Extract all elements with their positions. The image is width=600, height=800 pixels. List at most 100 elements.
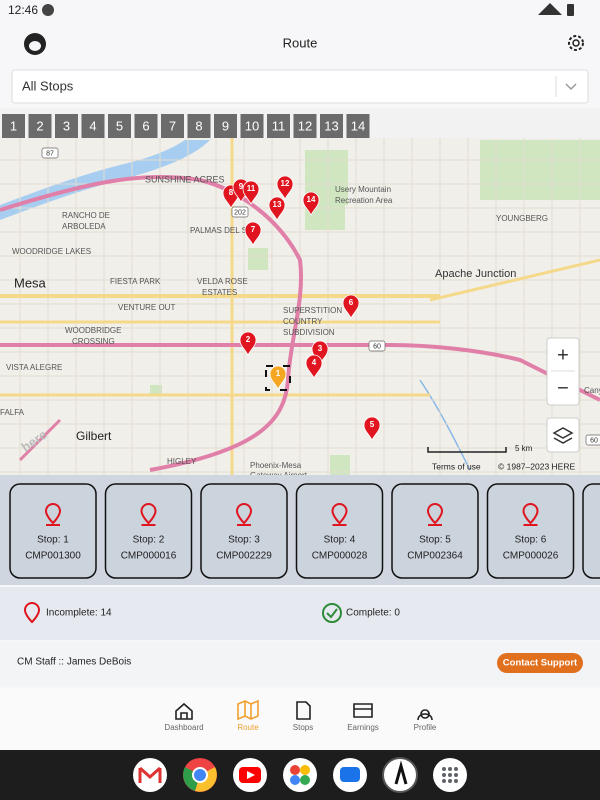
stop-card-label: Stop: 4 [324, 535, 356, 546]
stop-card-label: Stop: 6 [515, 535, 547, 546]
stop-tab[interactable] [293, 114, 317, 138]
map-pin[interactable] [242, 180, 260, 205]
battery-icon [567, 4, 574, 16]
stop-card-icon [522, 502, 539, 525]
park-area [248, 248, 268, 270]
map-pin-label: 7 [251, 225, 256, 234]
road-shield-label: 202 [234, 209, 246, 216]
selected-stop-frame [265, 365, 291, 391]
stop-tab[interactable] [320, 114, 343, 138]
map-pin-label: 5 [370, 420, 375, 429]
stop-tab[interactable] [267, 114, 290, 138]
stop-card[interactable] [9, 483, 97, 579]
map-label: WOODRIDGE LAKES [12, 247, 91, 256]
nav-label[interactable]: Dashboard [164, 723, 203, 732]
map-pin-label: 6 [349, 298, 354, 307]
layers-button[interactable] [546, 417, 580, 453]
incomplete-count: Incomplete: 14 [46, 608, 112, 619]
map-pin-label: 2 [246, 335, 251, 344]
stop-tab[interactable] [108, 114, 131, 138]
dock-apps [133, 757, 467, 793]
stop-tab[interactable] [240, 114, 264, 138]
map-pin[interactable] [244, 221, 262, 246]
nav-icon[interactable] [296, 701, 311, 720]
park-area [330, 455, 350, 475]
nav-icon[interactable] [175, 702, 193, 720]
stop-tab[interactable] [28, 114, 52, 138]
contact-support-button[interactable] [497, 653, 583, 673]
copyright: © 1987–2023 HERE [498, 461, 575, 471]
stop-card-icon [235, 502, 253, 525]
map-pin-label: 9 [239, 182, 244, 191]
map-label: HIGLEY [167, 457, 197, 466]
stop-card-label: Stop: 3 [228, 535, 260, 546]
stop-tab-label: 7 [169, 118, 176, 133]
map-label: SUPERSTITION [283, 306, 342, 315]
map-pin[interactable] [269, 365, 287, 390]
map-pin[interactable] [276, 175, 294, 200]
map-label: Canyo [584, 386, 600, 395]
header-title: Route [283, 35, 318, 50]
zoom-out[interactable]: − [557, 377, 569, 399]
road-shield [368, 340, 386, 352]
nav-icon[interactable] [237, 699, 259, 721]
scale-bar [427, 447, 507, 453]
stop-card[interactable] [295, 483, 384, 579]
map-pin[interactable] [363, 416, 381, 441]
status-icon [42, 4, 54, 16]
settings-button[interactable] [568, 35, 584, 51]
road-shield-label: 87 [46, 150, 54, 157]
map-label: YOUNGBERG [496, 214, 548, 223]
stop-tab[interactable] [187, 114, 211, 138]
stop-tab[interactable] [161, 114, 184, 138]
stop-tab-label: 14 [351, 118, 365, 133]
stop-tab-label: 10 [245, 118, 259, 133]
stop-tab[interactable] [134, 114, 158, 138]
incomplete-icon [23, 601, 41, 624]
map-label: Usery Mountain [335, 185, 391, 194]
map-label: CROSSING [72, 337, 115, 346]
park-area [150, 385, 162, 395]
road-shield-label: 60 [590, 437, 598, 444]
nav-label[interactable]: Stops [293, 723, 313, 732]
stop-card[interactable] [200, 483, 288, 579]
stop-tab-label: 3 [63, 118, 70, 133]
stop-tab-label: 9 [222, 118, 229, 133]
stop-tab[interactable] [2, 114, 25, 138]
stop-card[interactable] [104, 483, 193, 579]
stop-card-code: CMP001300 [25, 551, 81, 562]
road-shield [41, 147, 59, 159]
map-pin[interactable] [268, 196, 286, 221]
stop-filter-dropdown[interactable] [11, 69, 589, 104]
stop-tab-label: 12 [298, 118, 312, 133]
stop-tab[interactable] [346, 114, 370, 138]
map-label: PALMAS DEL SOL [190, 226, 258, 235]
terms-link[interactable]: Terms of use [432, 461, 481, 471]
zoom-in[interactable]: + [557, 344, 569, 366]
nav-icon[interactable] [353, 703, 373, 718]
stop-tab-label: 13 [324, 118, 338, 133]
map-pin[interactable] [302, 191, 320, 216]
stop-tab[interactable] [214, 114, 237, 138]
map-pin[interactable] [239, 331, 257, 356]
stop-card[interactable] [486, 483, 575, 579]
stop-tab-label: 4 [89, 118, 96, 133]
map-pin[interactable] [342, 294, 360, 319]
stop-card[interactable] [391, 483, 479, 579]
highway [0, 343, 600, 402]
stop-card-code: CMP000016 [121, 551, 177, 562]
nav-icon[interactable] [417, 709, 433, 721]
stop-tab[interactable] [81, 114, 105, 138]
stop-card[interactable] [582, 483, 600, 579]
nav-label[interactable]: Profile [414, 723, 437, 732]
status-time: 12:46 [8, 3, 38, 17]
map-pin-label: 11 [247, 184, 256, 193]
map-label: WOODBRIDGE [65, 326, 121, 335]
nav-label[interactable]: Route [237, 723, 259, 732]
map-pin[interactable] [305, 354, 323, 379]
map-label: VISTA ALEGRE [6, 363, 62, 372]
stop-tab-label: 5 [116, 118, 123, 133]
nav-label[interactable]: Earnings [347, 723, 379, 732]
stop-tab[interactable] [55, 114, 78, 138]
map-pin-label: 3 [318, 344, 323, 353]
